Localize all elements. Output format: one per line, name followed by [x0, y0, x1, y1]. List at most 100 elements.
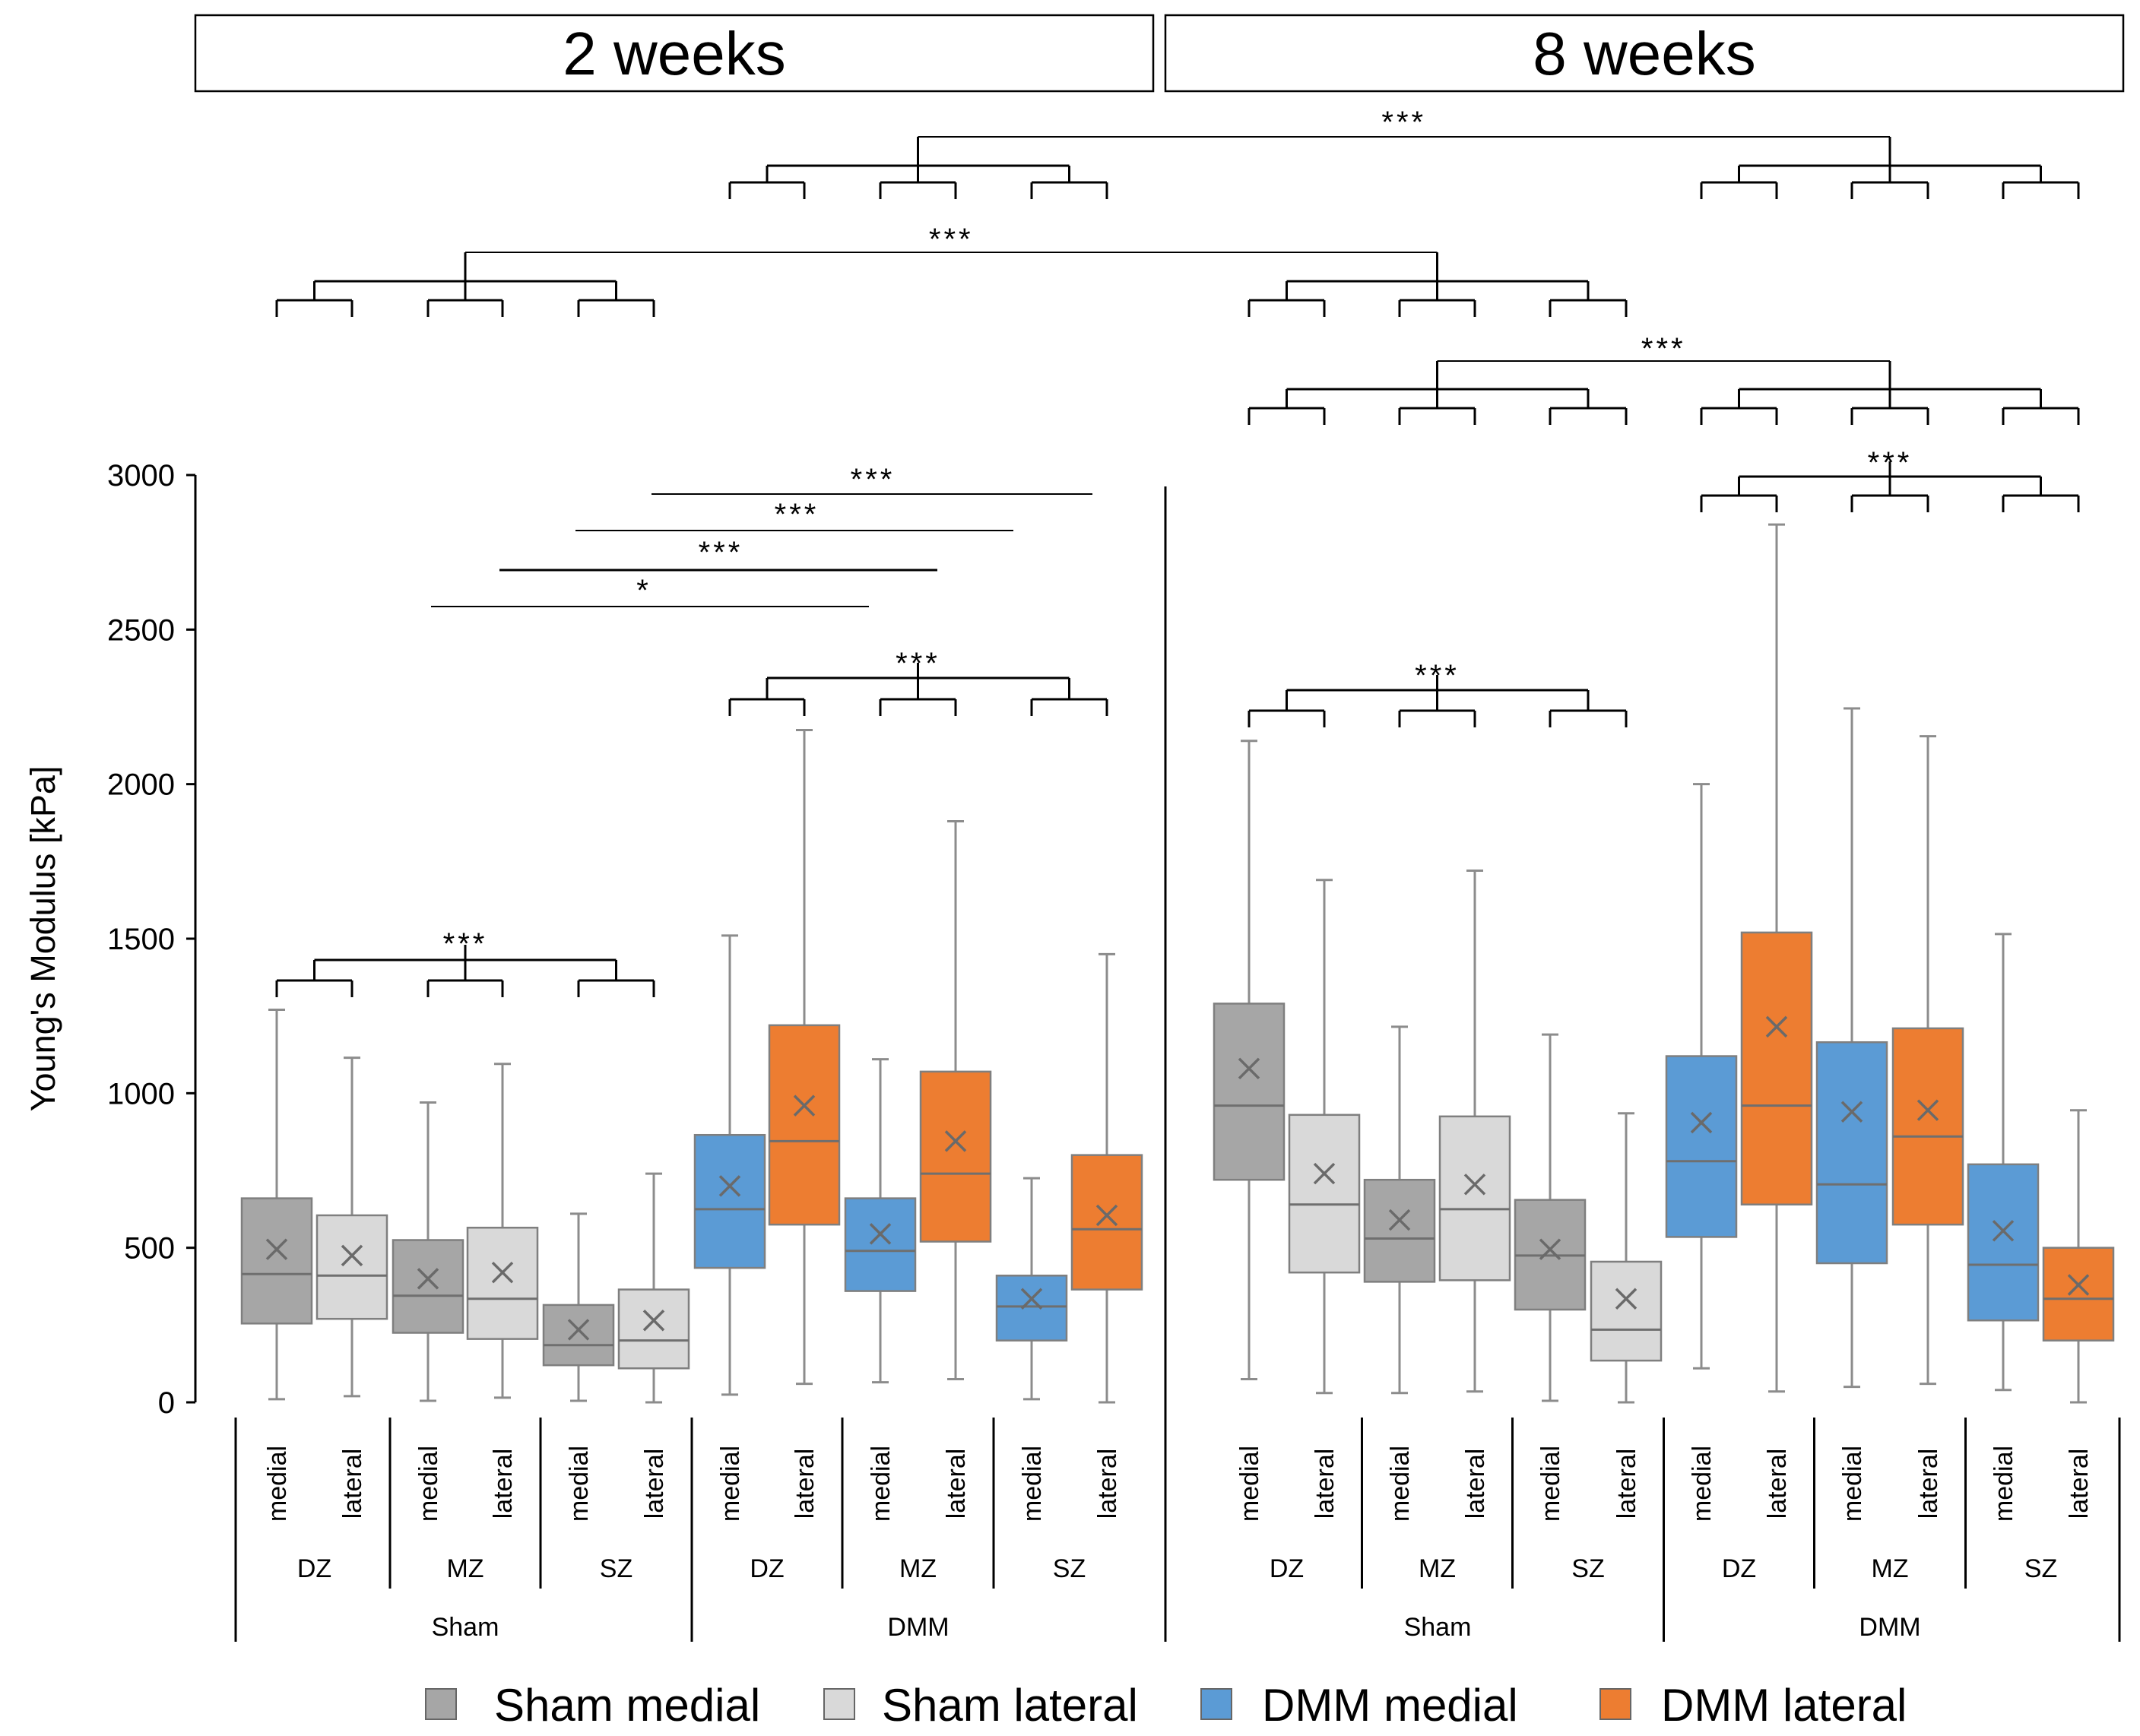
legend: Sham medial Sham lateral DMM medial DMM … [425, 1680, 1907, 1731]
box-2-weeks-sham-dz-lateral-iqr [315, 1214, 388, 1320]
box-2-weeks-dmm-mz-medial-iqr [844, 1197, 917, 1292]
box-8-weeks-dmm-mz-medial-mean-marker [1840, 1101, 1863, 1123]
sig-label-dmm-2w: *** [896, 647, 940, 680]
category-axis: medial lateral medial lateral medial lateral m… [234, 1418, 2121, 1642]
box-8-weeks-dmm-sz-medial [1967, 933, 2040, 1392]
axis-label-8-weeks-dmm-mz-medial: medial [1838, 1446, 1867, 1522]
sig-label-sham-2w-vs-8w: *** [929, 223, 974, 256]
box-8-weeks-sham-mz-lateral-mean-marker [1463, 1174, 1486, 1196]
axis-label-8-weeks-sham-dz-medial: medial [1235, 1446, 1264, 1522]
group-label-2-weeks-sham: Sham [432, 1613, 499, 1642]
significance-layer: ****** ************************* [275, 106, 2080, 997]
legend-label-dmm-lateral: DMM lateral [1661, 1680, 1907, 1731]
box-2-weeks-sham-sz-lateral-mean-marker [642, 1309, 665, 1332]
box-8-weeks-dmm-dz-medial [1665, 783, 1738, 1370]
sig-label-dmm-2w-vs-8w: *** [1381, 106, 1426, 139]
panel-header-box-8w [1164, 14, 2125, 93]
box-2-weeks-sham-mz-lateral-mean-marker [491, 1261, 514, 1284]
box-2-weeks-sham-dz-medial [240, 1009, 313, 1401]
box-2-weeks-sham-sz-medial-mean-marker [567, 1319, 590, 1341]
y-tick-label-1000: 1000 [107, 1077, 175, 1110]
zone-label-8-weeks-sham-mz: MZ [1419, 1554, 1456, 1583]
group-label-8-weeks-sham: Sham [1404, 1613, 1472, 1642]
y-tick-label-3000: 3000 [107, 459, 175, 493]
box-2-weeks-sham-mz-lateral-iqr [466, 1226, 539, 1340]
sig-label-sham-8w: *** [1415, 659, 1460, 692]
panel-title-2-weeks: 2 weeks [563, 20, 785, 87]
legend-label-dmm-medial: DMM medial [1262, 1680, 1518, 1731]
box-2-weeks-dmm-mz-medial-mean-marker [869, 1223, 892, 1245]
axis-label-2-weeks-dmm-dz-lateral: lateral [791, 1449, 820, 1519]
box-2-weeks-dmm-sz-lateral [1070, 952, 1143, 1404]
zone-label-2-weeks-dmm-sz: SZ [1053, 1554, 1086, 1583]
box-8-weeks-sham-mz-lateral [1438, 870, 1511, 1393]
legend-swatch-sham-lateral [823, 1688, 855, 1720]
box-2-weeks-sham-sz-medial [542, 1212, 615, 1402]
axis-label-2-weeks-sham-mz-lateral: lateral [489, 1449, 518, 1519]
axis-label-2-weeks-dmm-sz-lateral: lateral [1093, 1449, 1122, 1519]
zone-label-2-weeks-sham-mz: MZ [446, 1554, 483, 1583]
legend-label-sham-medial: Sham medial [494, 1680, 760, 1731]
axis-label-2-weeks-dmm-mz-lateral: lateral [942, 1449, 971, 1519]
box-2-weeks-dmm-mz-lateral-iqr [919, 1070, 992, 1243]
box-2-weeks-dmm-dz-lateral [768, 729, 841, 1386]
group-label-8-weeks-dmm: DMM [1859, 1613, 1920, 1642]
sig-label-sham-vs-dmm-sz-b: *** [851, 463, 896, 496]
axis-label-8-weeks-dmm-mz-lateral: lateral [1914, 1449, 1943, 1519]
group-label-2-weeks-dmm: DMM [887, 1613, 949, 1642]
box-8-weeks-sham-sz-lateral-mean-marker [1615, 1288, 1637, 1310]
panel-header-box-2w [194, 14, 1155, 93]
legend-label-sham-lateral: Sham lateral [882, 1680, 1138, 1731]
legend-swatch-dmm-medial [1200, 1688, 1232, 1720]
box-2-weeks-sham-mz-medial-iqr [392, 1239, 464, 1334]
box-2-weeks-dmm-mz-lateral-mean-marker [944, 1130, 967, 1152]
box-8-weeks-dmm-mz-medial-iqr [1815, 1041, 1888, 1265]
y-tick-label-2500: 2500 [107, 613, 175, 647]
box-8-weeks-dmm-dz-lateral-mean-marker [1765, 1015, 1788, 1038]
box-2-weeks-sham-sz-medial-iqr [542, 1304, 615, 1367]
zone-label-8-weeks-dmm-dz: DZ [1722, 1554, 1756, 1583]
y-ticks: 0 500 1000 1500 2000 2500 3000 [107, 459, 195, 1420]
box-8-weeks-dmm-sz-lateral-iqr [2042, 1247, 2115, 1342]
sig-label-sham-vs-dmm-mz-a: * [636, 574, 652, 607]
y-tick-label-1500: 1500 [107, 923, 175, 956]
axis-label-8-weeks-dmm-dz-medial: medial [1688, 1446, 1717, 1522]
sig-label-sham-vs-dmm-8w: *** [1641, 332, 1686, 366]
zone-label-8-weeks-dmm-sz: SZ [2024, 1554, 2057, 1583]
box-8-weeks-sham-mz-medial-iqr [1363, 1178, 1436, 1283]
sig-label-sham-vs-dmm-mz-b: *** [699, 536, 743, 569]
zone-label-2-weeks-sham-dz: DZ [297, 1554, 331, 1583]
box-8-weeks-sham-sz-lateral-iqr [1590, 1260, 1663, 1362]
axis-label-2-weeks-dmm-mz-medial: medial [867, 1446, 896, 1522]
box-8-weeks-dmm-dz-lateral [1740, 523, 1813, 1393]
y-tick-label-2000: 2000 [107, 768, 175, 802]
box-2-weeks-dmm-sz-medial-mean-marker [1020, 1288, 1043, 1310]
axis-label-8-weeks-dmm-dz-lateral: lateral [1763, 1449, 1792, 1519]
axis-label-8-weeks-dmm-sz-medial: medial [1989, 1446, 2018, 1522]
box-2-weeks-dmm-dz-medial [693, 934, 766, 1396]
box-8-weeks-dmm-sz-lateral [2042, 1109, 2115, 1404]
zone-label-2-weeks-sham-sz: SZ [600, 1554, 632, 1583]
box-8-weeks-dmm-mz-lateral-iqr [1891, 1027, 1964, 1226]
box-8-weeks-dmm-dz-medial-iqr [1665, 1055, 1738, 1238]
axis-label-8-weeks-sham-sz-medial: medial [1536, 1446, 1565, 1522]
box-8-weeks-sham-dz-medial-mean-marker [1238, 1057, 1260, 1080]
box-8-weeks-dmm-dz-lateral-iqr [1740, 931, 1813, 1205]
axis-label-2-weeks-sham-dz-medial: medial [263, 1446, 292, 1522]
axis-label-8-weeks-sham-mz-medial: medial [1386, 1446, 1415, 1522]
axis-label-8-weeks-sham-sz-lateral: lateral [1612, 1449, 1641, 1519]
box-2-weeks-dmm-mz-medial [844, 1058, 917, 1384]
legend-swatch-dmm-lateral [1599, 1688, 1631, 1720]
sig-label-sham-vs-dmm-sz-a: *** [775, 498, 820, 531]
sig-label-dmm-8w: *** [1868, 446, 1913, 480]
box-8-weeks-sham-dz-lateral-iqr [1288, 1114, 1361, 1274]
box-8-weeks-dmm-sz-lateral-mean-marker [2067, 1274, 2090, 1296]
box-2-weeks-dmm-mz-lateral [919, 819, 992, 1380]
box-8-weeks-dmm-mz-medial [1815, 707, 1888, 1389]
axis-label-2-weeks-dmm-sz-medial: medial [1018, 1446, 1047, 1522]
box-8-weeks-sham-sz-medial [1514, 1033, 1587, 1402]
sig-label-sham-2w: *** [443, 927, 488, 961]
y-axis-label: Young's Modulus [kPa] [24, 766, 62, 1112]
box-2-weeks-dmm-dz-lateral-iqr [768, 1024, 841, 1226]
axis-label-8-weeks-sham-dz-lateral: lateral [1311, 1449, 1339, 1519]
